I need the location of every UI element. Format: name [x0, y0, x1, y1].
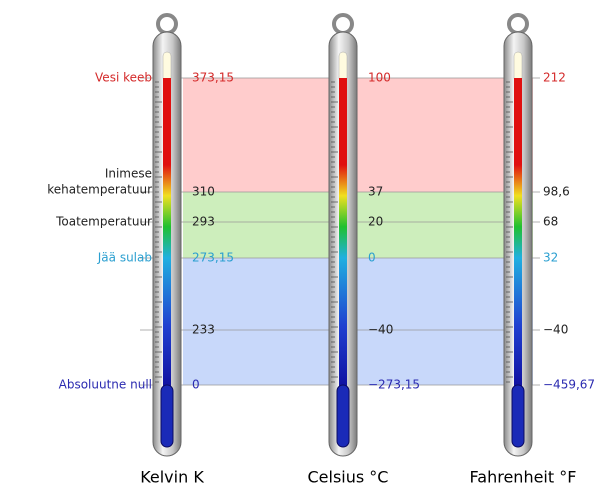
scale-value: 32	[543, 251, 558, 265]
scale-value: −459,67	[543, 378, 595, 392]
bulb	[160, 384, 174, 448]
point-label: Vesi keeb	[95, 71, 152, 85]
scale-name: Celsius °C	[308, 468, 389, 487]
capillary-top	[338, 51, 348, 83]
warm-band	[183, 192, 533, 258]
bulb	[511, 384, 525, 448]
scale-value: 37	[368, 185, 383, 199]
capillary	[339, 78, 347, 388]
hot-band	[183, 78, 533, 192]
hanging-ring	[332, 13, 354, 35]
point-label: Inimese	[105, 167, 152, 181]
scale-value: 68	[543, 215, 558, 229]
capillary-top	[513, 51, 523, 83]
scale-value: 98,6	[543, 185, 570, 199]
hanging-ring	[507, 13, 529, 35]
scale-value: −40	[543, 323, 568, 337]
scale-value: 373,15	[192, 71, 234, 85]
scale-value: 310	[192, 185, 215, 199]
capillary-top	[162, 51, 172, 83]
point-label: Jää sulab	[97, 251, 152, 265]
point-label: Absoluutne null	[59, 378, 152, 392]
scale-value: 212	[543, 71, 566, 85]
point-label: Toatemperatuur	[55, 215, 152, 229]
scale-value: 233	[192, 323, 215, 337]
cold-band	[183, 258, 533, 385]
hanging-ring	[156, 13, 178, 35]
scale-value: 0	[368, 251, 376, 265]
bulb	[336, 384, 350, 448]
scale-value: 0	[192, 378, 200, 392]
scale-value: 293	[192, 215, 215, 229]
scale-name: Kelvin K	[140, 468, 204, 487]
scale-value: 273,15	[192, 251, 234, 265]
capillary	[163, 78, 171, 388]
scale-value: −40	[368, 323, 393, 337]
scale-value: 100	[368, 71, 391, 85]
point-label: kehatemperatuur	[47, 183, 152, 197]
scale-value: 20	[368, 215, 383, 229]
scale-name: Fahrenheit °F	[470, 468, 577, 487]
capillary	[514, 78, 522, 388]
scale-value: −273,15	[368, 378, 420, 392]
